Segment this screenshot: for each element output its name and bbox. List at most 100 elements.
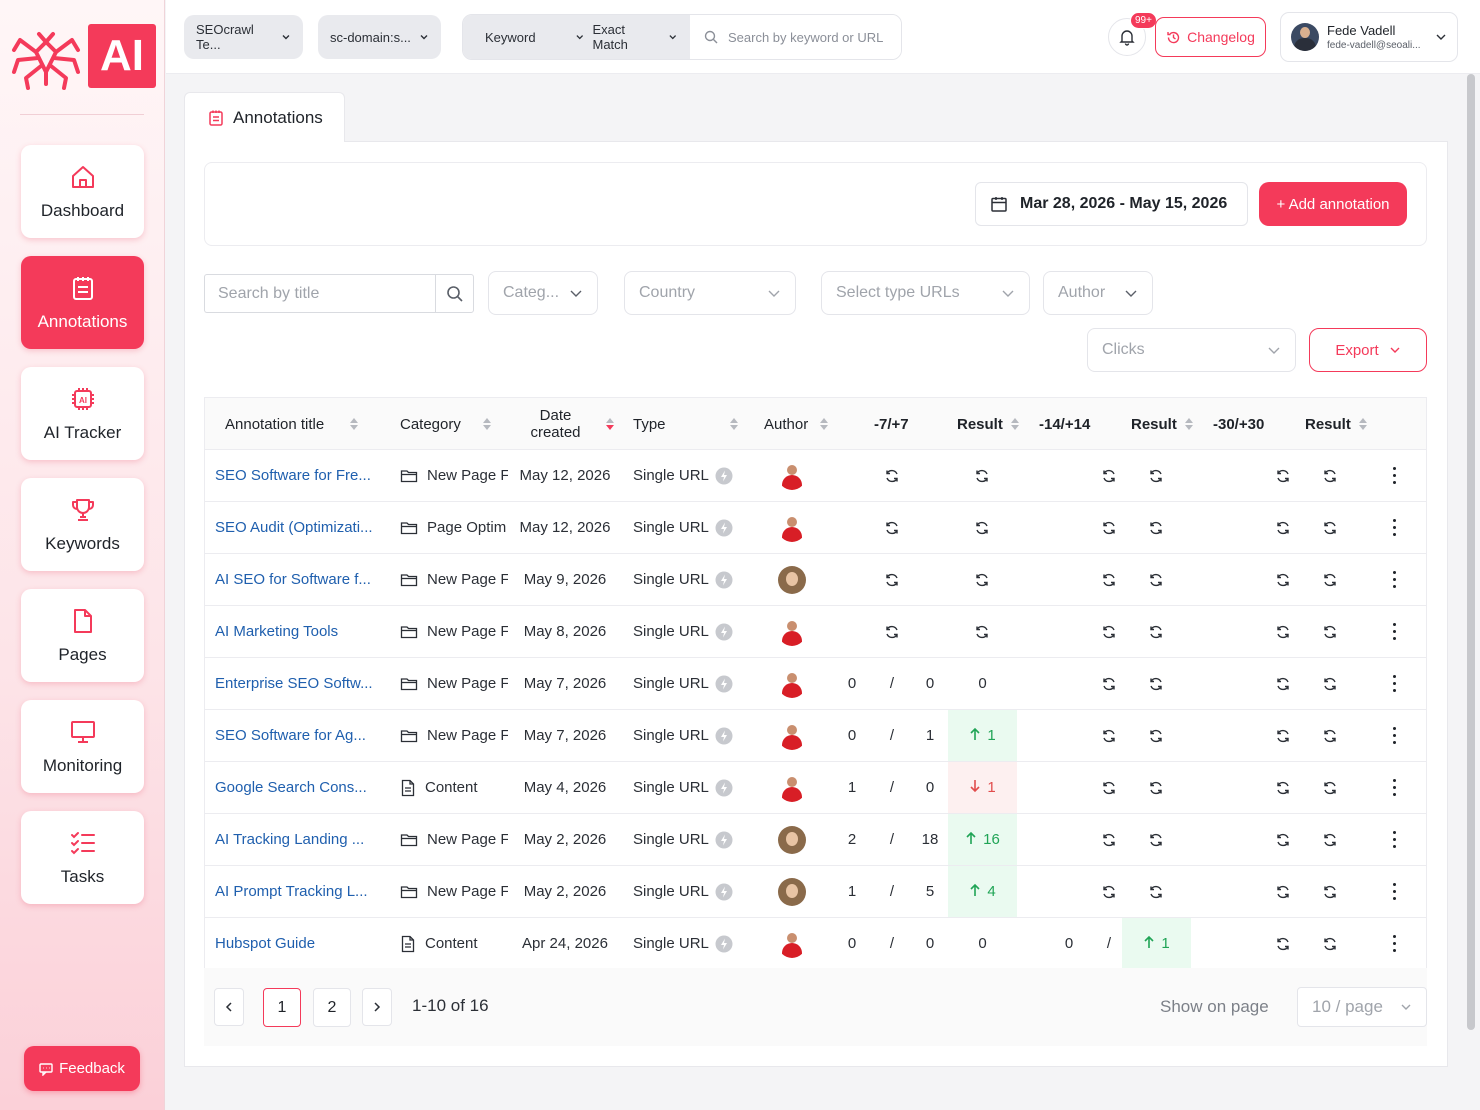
refresh-icon[interactable] xyxy=(1099,658,1119,709)
next-page-button[interactable] xyxy=(362,988,392,1026)
refresh-icon[interactable] xyxy=(882,502,902,553)
author-avatar[interactable] xyxy=(778,721,806,750)
annotation-title-link[interactable]: AI Marketing Tools xyxy=(215,623,339,640)
refresh-icon[interactable] xyxy=(1273,554,1293,605)
refresh-icon[interactable] xyxy=(1273,866,1293,917)
refresh-icon[interactable] xyxy=(972,502,992,553)
annotation-title-link[interactable]: SEO Software for Ag... xyxy=(215,727,366,744)
page-size-select[interactable]: 10 / page xyxy=(1297,987,1427,1027)
category-filter[interactable]: Categ... xyxy=(488,271,598,315)
row-more-menu[interactable] xyxy=(1387,502,1401,553)
refresh-icon[interactable] xyxy=(972,450,992,501)
export-button[interactable]: Export xyxy=(1309,328,1427,372)
col-result-30[interactable]: Result xyxy=(1305,398,1367,450)
refresh-icon[interactable] xyxy=(1320,450,1340,501)
refresh-icon[interactable] xyxy=(1320,814,1340,865)
row-more-menu[interactable] xyxy=(1387,554,1401,605)
annotation-title-link[interactable]: Google Search Cons... xyxy=(215,779,367,796)
tab-annotations[interactable]: Annotations xyxy=(184,92,345,142)
refresh-icon[interactable] xyxy=(1273,502,1293,553)
page-button-1[interactable]: 1 xyxy=(263,988,301,1027)
annotation-title-link[interactable]: SEO Software for Fre... xyxy=(215,467,371,484)
changelog-button[interactable]: Changelog xyxy=(1155,17,1266,57)
sidebar-item-ai-tracker[interactable]: AI AI Tracker xyxy=(21,367,144,460)
col-type[interactable]: Type xyxy=(633,398,738,450)
brand-logo[interactable]: AI xyxy=(10,20,156,92)
refresh-icon[interactable] xyxy=(1320,710,1340,761)
col-author[interactable]: Author xyxy=(764,398,829,450)
refresh-icon[interactable] xyxy=(1273,658,1293,709)
page-button-2[interactable]: 2 xyxy=(313,988,351,1027)
refresh-icon[interactable] xyxy=(1320,554,1340,605)
annotation-title-link[interactable]: AI Prompt Tracking L... xyxy=(215,883,368,900)
sidebar-item-annotations[interactable]: Annotations xyxy=(21,256,144,349)
table-row[interactable]: SEO Software for Ag... New Page F May 7, 2… xyxy=(205,710,1426,762)
prev-page-button[interactable] xyxy=(214,988,244,1026)
refresh-icon[interactable] xyxy=(1273,606,1293,657)
refresh-icon[interactable] xyxy=(1146,710,1166,761)
table-row[interactable]: SEO Software for Fre... New Page F May 12,… xyxy=(205,450,1426,502)
table-row[interactable]: Enterprise SEO Softw... New Page F May 7, … xyxy=(205,658,1426,710)
row-more-menu[interactable] xyxy=(1387,606,1401,657)
refresh-icon[interactable] xyxy=(1320,866,1340,917)
refresh-icon[interactable] xyxy=(882,606,902,657)
refresh-icon[interactable] xyxy=(1099,866,1119,917)
annotation-title-link[interactable]: Enterprise SEO Softw... xyxy=(215,675,373,692)
refresh-icon[interactable] xyxy=(1146,814,1166,865)
refresh-icon[interactable] xyxy=(1320,502,1340,553)
refresh-icon[interactable] xyxy=(1099,762,1119,813)
table-row[interactable]: Google Search Cons... Content May 4, 2026 S… xyxy=(205,762,1426,814)
annotation-title-link[interactable]: AI SEO for Software f... xyxy=(215,571,371,588)
add-annotation-button[interactable]: + Add annotation xyxy=(1259,182,1407,226)
table-row[interactable]: Hubspot Guide Content Apr 24, 2026 Single U… xyxy=(205,918,1426,970)
row-more-menu[interactable] xyxy=(1387,866,1401,917)
row-more-menu[interactable] xyxy=(1387,918,1401,969)
refresh-icon[interactable] xyxy=(972,606,992,657)
date-range-picker[interactable]: Mar 28, 2026 - May 15, 2026 xyxy=(975,182,1248,226)
row-more-menu[interactable] xyxy=(1387,450,1401,501)
refresh-icon[interactable] xyxy=(1320,918,1340,969)
author-avatar[interactable] xyxy=(778,773,806,802)
title-search-input[interactable]: Search by title xyxy=(204,274,436,313)
title-search-button[interactable] xyxy=(435,274,474,313)
match-type-select[interactable]: Exact Match xyxy=(563,15,690,59)
refresh-icon[interactable] xyxy=(1320,762,1340,813)
refresh-icon[interactable] xyxy=(1146,606,1166,657)
url-type-filter[interactable]: Select type URLs xyxy=(821,271,1030,315)
author-avatar[interactable] xyxy=(778,877,806,906)
refresh-icon[interactable] xyxy=(1273,762,1293,813)
refresh-icon[interactable] xyxy=(1273,450,1293,501)
col-result-7[interactable]: Result xyxy=(957,398,1019,450)
sidebar-item-pages[interactable]: Pages xyxy=(21,589,144,682)
refresh-icon[interactable] xyxy=(1273,814,1293,865)
refresh-icon[interactable] xyxy=(882,450,902,501)
author-avatar[interactable] xyxy=(778,461,806,490)
refresh-icon[interactable] xyxy=(1099,710,1119,761)
col-title[interactable]: Annotation title xyxy=(225,398,359,450)
project-select[interactable]: SEOcrawl Te... xyxy=(184,15,303,59)
domain-select[interactable]: sc-domain:s... xyxy=(318,15,441,59)
refresh-icon[interactable] xyxy=(1099,606,1119,657)
refresh-icon[interactable] xyxy=(1146,502,1166,553)
table-row[interactable]: AI Marketing Tools New Page F May 8, 2026 S… xyxy=(205,606,1426,658)
refresh-icon[interactable] xyxy=(1320,606,1340,657)
keyword-search-input[interactable]: Search by keyword or URL xyxy=(690,15,901,59)
annotation-title-link[interactable]: AI Tracking Landing ... xyxy=(215,831,365,848)
refresh-icon[interactable] xyxy=(1146,762,1166,813)
sidebar-item-keywords[interactable]: Keywords xyxy=(21,478,144,571)
author-avatar[interactable] xyxy=(778,617,806,646)
refresh-icon[interactable] xyxy=(972,554,992,605)
row-more-menu[interactable] xyxy=(1387,710,1401,761)
table-row[interactable]: AI Tracking Landing ... New Page F May 2, … xyxy=(205,814,1426,866)
refresh-icon[interactable] xyxy=(1146,554,1166,605)
author-avatar[interactable] xyxy=(778,565,806,594)
metric-select[interactable]: Clicks xyxy=(1087,328,1296,372)
table-row[interactable]: SEO Audit (Optimizati... Page Optim May 12… xyxy=(205,502,1426,554)
refresh-icon[interactable] xyxy=(1146,658,1166,709)
refresh-icon[interactable] xyxy=(1273,918,1293,969)
annotation-title-link[interactable]: SEO Audit (Optimizati... xyxy=(215,519,373,536)
feedback-button[interactable]: Feedback xyxy=(24,1046,140,1091)
refresh-icon[interactable] xyxy=(1273,710,1293,761)
refresh-icon[interactable] xyxy=(1099,450,1119,501)
table-row[interactable]: AI Prompt Tracking L... New Page F May 2, … xyxy=(205,866,1426,918)
